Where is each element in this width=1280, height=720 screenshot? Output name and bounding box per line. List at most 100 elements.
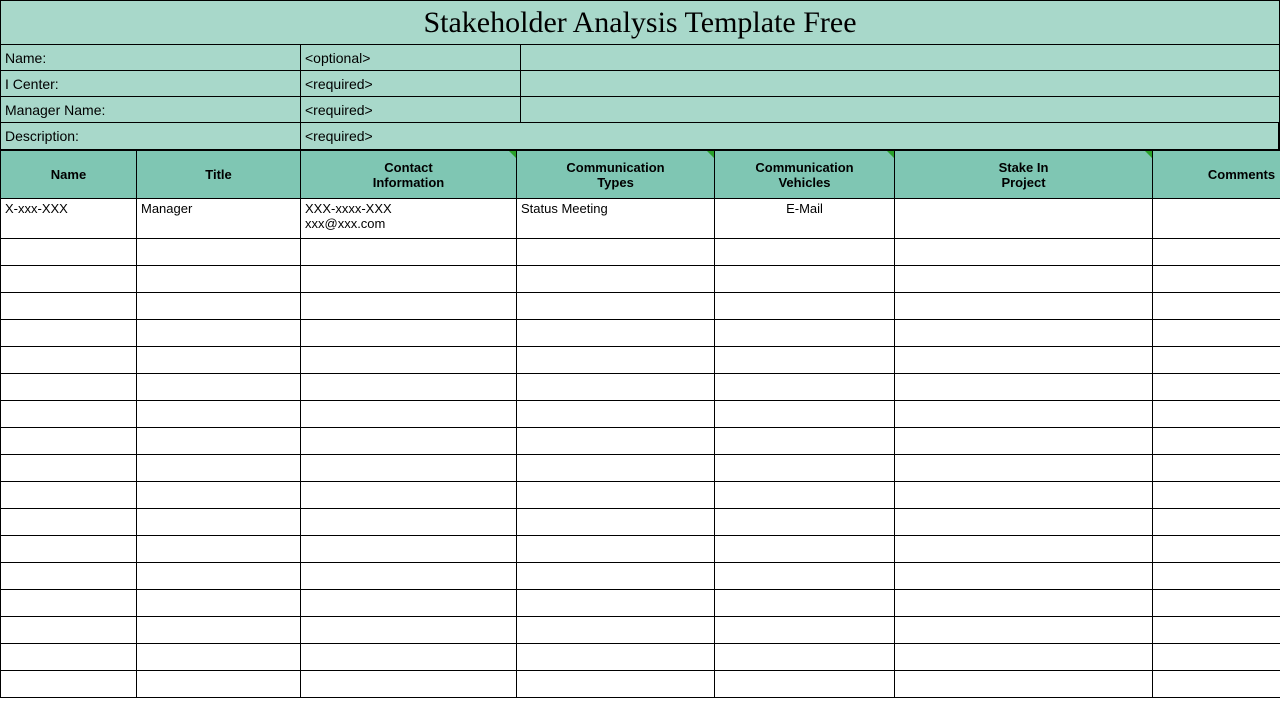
table-cell[interactable] — [895, 293, 1153, 320]
table-cell[interactable] — [137, 239, 301, 266]
table-cell[interactable] — [715, 239, 895, 266]
table-cell[interactable] — [137, 536, 301, 563]
table-cell[interactable] — [301, 428, 517, 455]
table-cell[interactable] — [1153, 482, 1280, 509]
table-cell[interactable] — [1153, 617, 1280, 644]
table-cell[interactable] — [715, 347, 895, 374]
table-cell[interactable] — [137, 428, 301, 455]
table-cell[interactable] — [137, 617, 301, 644]
table-cell[interactable] — [517, 239, 715, 266]
table-cell[interactable] — [517, 455, 715, 482]
table-cell[interactable] — [137, 563, 301, 590]
table-cell[interactable] — [517, 293, 715, 320]
table-cell[interactable] — [517, 320, 715, 347]
table-cell[interactable] — [895, 509, 1153, 536]
table-cell[interactable] — [1, 617, 137, 644]
table-cell[interactable] — [301, 590, 517, 617]
column-header[interactable]: Contact Information — [301, 151, 517, 199]
table-cell[interactable] — [137, 590, 301, 617]
table-cell[interactable]: Status Meeting — [517, 199, 715, 239]
table-cell[interactable] — [715, 455, 895, 482]
table-cell[interactable] — [715, 617, 895, 644]
table-cell[interactable] — [715, 482, 895, 509]
table-cell[interactable] — [895, 617, 1153, 644]
table-cell[interactable] — [137, 347, 301, 374]
table-cell[interactable] — [1, 347, 137, 374]
table-cell[interactable] — [895, 266, 1153, 293]
table-cell[interactable] — [1, 266, 137, 293]
table-cell[interactable] — [1153, 644, 1280, 671]
table-cell[interactable] — [1, 428, 137, 455]
table-cell[interactable] — [517, 617, 715, 644]
table-cell[interactable] — [1153, 401, 1280, 428]
table-cell[interactable] — [895, 644, 1153, 671]
table-cell[interactable] — [895, 374, 1153, 401]
table-cell[interactable]: Manager — [137, 199, 301, 239]
table-cell[interactable] — [715, 320, 895, 347]
table-cell[interactable] — [895, 455, 1153, 482]
table-cell[interactable] — [1, 509, 137, 536]
table-cell[interactable] — [895, 401, 1153, 428]
table-cell[interactable] — [137, 374, 301, 401]
table-cell[interactable] — [715, 266, 895, 293]
table-cell[interactable] — [895, 563, 1153, 590]
table-cell[interactable] — [517, 401, 715, 428]
table-cell[interactable] — [137, 455, 301, 482]
meta-value[interactable]: <optional> — [301, 45, 521, 71]
table-cell[interactable] — [137, 266, 301, 293]
table-cell[interactable] — [517, 590, 715, 617]
table-cell[interactable] — [137, 509, 301, 536]
column-header[interactable]: Stake In Project — [895, 151, 1153, 199]
table-cell[interactable] — [301, 563, 517, 590]
table-cell[interactable] — [1153, 536, 1280, 563]
table-cell[interactable] — [1, 239, 137, 266]
table-cell[interactable] — [301, 266, 517, 293]
table-cell[interactable] — [517, 374, 715, 401]
table-cell[interactable] — [517, 509, 715, 536]
table-cell[interactable] — [301, 455, 517, 482]
table-cell[interactable] — [715, 671, 895, 698]
table-cell[interactable] — [137, 644, 301, 671]
table-cell[interactable] — [301, 644, 517, 671]
table-cell[interactable] — [715, 590, 895, 617]
table-cell[interactable] — [517, 563, 715, 590]
table-cell[interactable] — [1, 644, 137, 671]
table-cell[interactable] — [895, 239, 1153, 266]
table-cell[interactable]: XXX-xxxx-XXX xxx@xxx.com — [301, 199, 517, 239]
table-cell[interactable] — [301, 293, 517, 320]
table-cell[interactable] — [1153, 374, 1280, 401]
table-cell[interactable] — [517, 644, 715, 671]
table-cell[interactable] — [1, 293, 137, 320]
column-header[interactable]: Name — [1, 151, 137, 199]
table-cell[interactable] — [301, 347, 517, 374]
table-cell[interactable] — [715, 563, 895, 590]
meta-value[interactable]: <required> — [301, 123, 1279, 149]
table-cell[interactable] — [301, 509, 517, 536]
column-header[interactable]: Communication Types — [517, 151, 715, 199]
table-cell[interactable] — [301, 671, 517, 698]
table-cell[interactable] — [137, 293, 301, 320]
table-cell[interactable] — [715, 428, 895, 455]
table-cell[interactable] — [517, 536, 715, 563]
table-cell[interactable] — [1, 563, 137, 590]
table-cell[interactable] — [1153, 455, 1280, 482]
table-cell[interactable] — [1153, 266, 1280, 293]
table-cell[interactable] — [715, 374, 895, 401]
table-cell[interactable] — [301, 239, 517, 266]
table-cell[interactable] — [1153, 239, 1280, 266]
table-cell[interactable] — [1, 401, 137, 428]
table-cell[interactable] — [517, 428, 715, 455]
table-cell[interactable] — [1153, 563, 1280, 590]
table-cell[interactable] — [895, 199, 1153, 239]
table-cell[interactable] — [895, 590, 1153, 617]
table-cell[interactable] — [1153, 590, 1280, 617]
column-header[interactable]: Comments — [1153, 151, 1280, 199]
table-cell[interactable]: X-xxx-XXX — [1, 199, 137, 239]
table-cell[interactable] — [1, 671, 137, 698]
table-cell[interactable] — [895, 671, 1153, 698]
table-cell[interactable] — [137, 671, 301, 698]
table-cell[interactable] — [301, 320, 517, 347]
table-cell[interactable] — [1153, 199, 1280, 239]
table-cell[interactable] — [301, 617, 517, 644]
table-cell[interactable] — [1153, 347, 1280, 374]
